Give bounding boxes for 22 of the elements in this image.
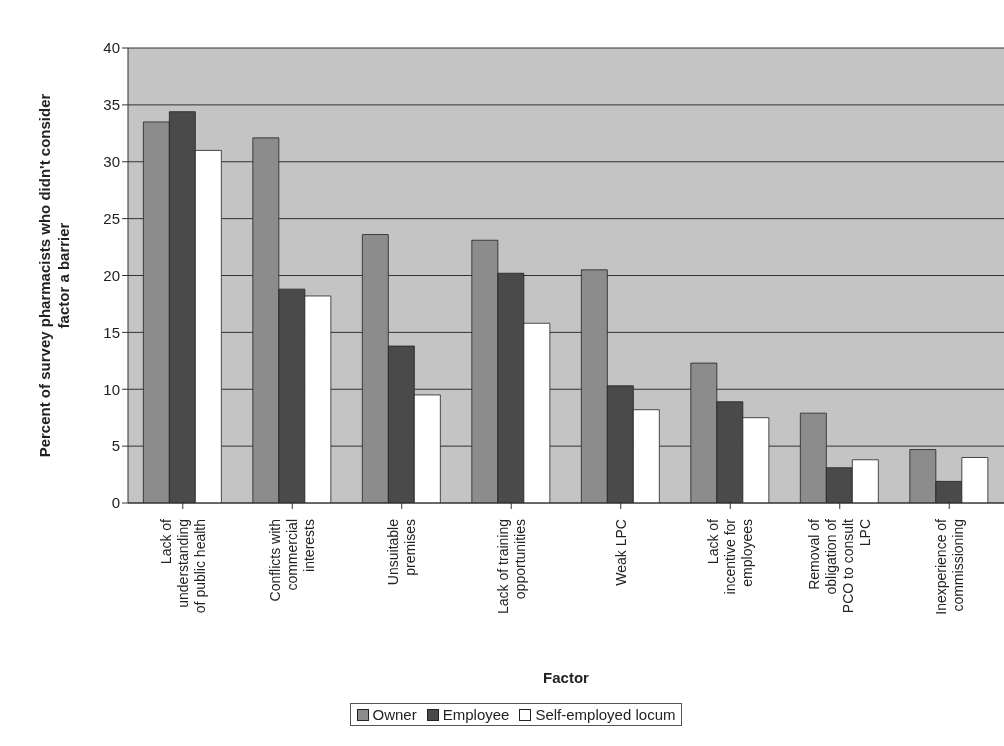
legend-label: Employee xyxy=(442,706,510,723)
y-tick-label: 40 xyxy=(103,39,120,57)
legend-label: Owner xyxy=(372,706,417,723)
x-tick-label: Removal of obligation of PCO to consult LPC xyxy=(806,518,874,614)
y-tick-label: 30 xyxy=(103,153,120,171)
x-tick-label: Weak LPC xyxy=(612,519,629,586)
y-tick-label: 25 xyxy=(103,209,120,227)
x-tick-label: Inexperience of commissioning xyxy=(932,518,966,615)
x-axis-title: Factor xyxy=(543,669,590,686)
x-tick-label: Conflicts with commercial interests xyxy=(267,519,318,602)
y-tick-label: 5 xyxy=(111,437,120,455)
y-axis-title: Percent of survey pharmacists who didn't consider factor a barrier xyxy=(36,93,72,458)
x-tick-label: Unsuitable premises xyxy=(385,518,419,586)
y-tick-label: 0 xyxy=(111,494,120,512)
x-tick-label: Lack of incentive for employees xyxy=(705,518,756,595)
x-tick-label: Lack of training opportunities xyxy=(494,519,528,614)
y-tick-label: 20 xyxy=(103,266,120,284)
legend-label: Self-employed locum xyxy=(535,706,676,723)
x-tick-label: Lack of understanding of public health xyxy=(157,518,208,614)
y-tick-label: 10 xyxy=(103,380,120,398)
y-tick-label: 15 xyxy=(103,323,120,341)
y-tick-label: 35 xyxy=(103,96,120,114)
